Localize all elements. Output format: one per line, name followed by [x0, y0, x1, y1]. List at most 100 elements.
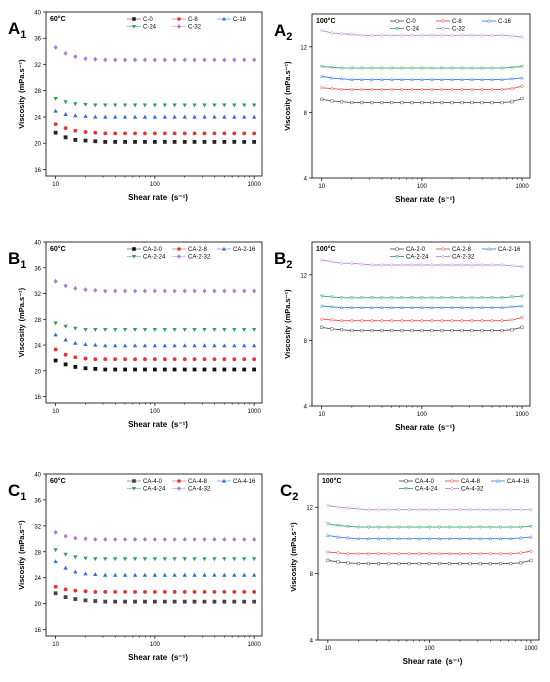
data-point [409, 66, 414, 71]
data-point [430, 87, 434, 91]
data-point [93, 130, 98, 135]
data-point [142, 57, 148, 63]
temperature-label: 60°C [50, 15, 66, 23]
data-point [73, 128, 78, 133]
data-point [93, 327, 98, 332]
legend-marker [131, 486, 137, 491]
data-point [380, 319, 384, 323]
data-point [143, 139, 147, 144]
data-point [132, 572, 138, 577]
data-point [356, 525, 361, 530]
legend-entry: C-32 [172, 24, 202, 31]
data-point [340, 319, 344, 323]
panel-letter: A [274, 21, 286, 40]
data-point [325, 533, 330, 537]
data-point [182, 114, 187, 119]
data-point [232, 367, 237, 372]
data-point [162, 114, 168, 119]
data-point [202, 131, 207, 136]
data-point [390, 101, 394, 105]
y-axis-label-text: Viscosity [17, 556, 26, 590]
data-point [123, 357, 127, 362]
data-point [419, 66, 424, 71]
data-point [478, 536, 483, 541]
legend-marker [496, 478, 500, 483]
data-point [410, 33, 414, 38]
data-point [450, 101, 454, 105]
data-point [510, 65, 514, 70]
data-point [192, 557, 197, 562]
data-point [192, 536, 197, 542]
data-point [122, 536, 128, 542]
legend-entry: CA-4-24 [399, 487, 438, 493]
data-point [480, 305, 484, 309]
data-point [339, 31, 344, 36]
data-point [325, 522, 330, 526]
temperature-label: 100°C [322, 477, 342, 485]
data-point [113, 57, 118, 63]
data-point [460, 87, 464, 91]
data-point [430, 101, 434, 105]
data-point [93, 139, 98, 144]
data-point [73, 54, 78, 60]
x-axis-label-unit: (s⁻¹) [171, 193, 188, 202]
legend-label: C-8 [452, 19, 462, 25]
data-point [232, 139, 237, 144]
data-point [407, 536, 412, 541]
data-point [508, 525, 513, 530]
data-point [420, 101, 424, 105]
data-point [172, 572, 177, 577]
y-axis-label-text: Viscosity [289, 558, 298, 592]
legend-marker [395, 247, 399, 251]
legend-entry: CA-2-32 [436, 254, 475, 261]
data-point [520, 75, 524, 80]
data-point [330, 259, 334, 264]
data-point [508, 507, 513, 512]
data-point [172, 367, 177, 372]
legend-entry: CA-4-24 [127, 487, 166, 493]
legend-entry: CA-4-0 [399, 479, 435, 485]
data-point [336, 524, 340, 528]
data-point [440, 262, 444, 268]
data-point [192, 599, 197, 604]
data-point [480, 77, 484, 81]
legend-marker [131, 24, 137, 29]
data-point [410, 319, 414, 323]
data-point [172, 288, 177, 294]
data-point [470, 296, 474, 300]
data-point [460, 66, 464, 71]
data-point [73, 569, 78, 574]
panel-letter: B [8, 249, 20, 268]
data-point [407, 562, 411, 566]
data-point [103, 139, 108, 144]
data-point [103, 57, 108, 63]
data-point [242, 590, 247, 594]
chart-panel-a1: 16 20 24 28 32 36 40 10 100 1000 Shear rate (s⁻¹) Vi… [8, 11, 263, 202]
data-point [369, 296, 374, 300]
data-point [53, 584, 58, 589]
data-point [410, 262, 414, 268]
data-point [386, 536, 391, 541]
panel-label: A2 [274, 21, 292, 43]
data-point [162, 288, 167, 294]
data-point [202, 57, 207, 63]
data-point [192, 572, 197, 577]
data-point [519, 551, 523, 555]
legend-marker [177, 254, 181, 259]
data-point [83, 536, 88, 542]
data-point [172, 114, 177, 119]
data-point [420, 87, 424, 91]
data-point [350, 87, 354, 91]
data-point [440, 101, 444, 105]
data-point [212, 343, 217, 348]
data-point [222, 599, 227, 604]
data-point [242, 288, 247, 294]
legend-label: C-24 [406, 27, 420, 33]
data-point [222, 131, 227, 136]
data-point [380, 101, 384, 105]
data-point [470, 319, 474, 323]
series-c-32 [319, 28, 524, 40]
legend-entry: CA-2-0 [127, 247, 163, 253]
data-point [202, 103, 207, 108]
data-point [232, 103, 237, 108]
